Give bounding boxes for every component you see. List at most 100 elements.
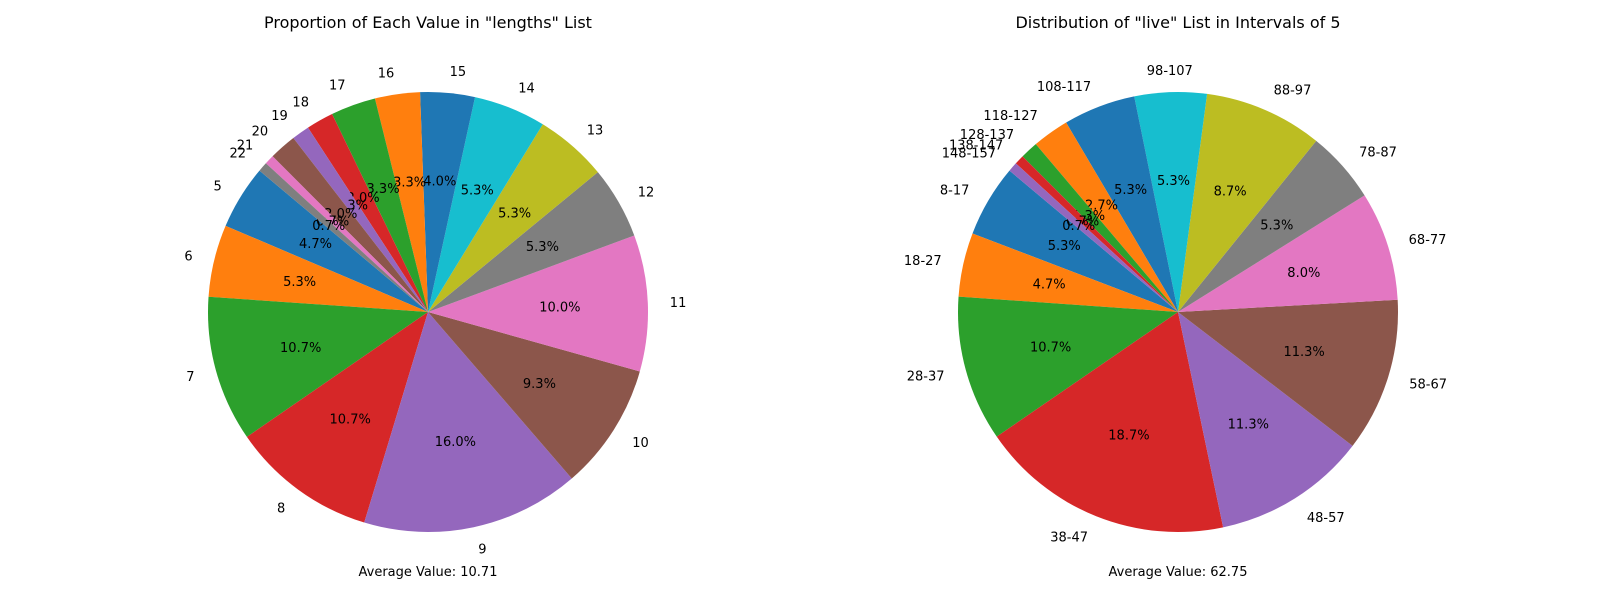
live-slice-label-12: 128-137 <box>960 128 1014 143</box>
lengths-slice-4 <box>364 312 572 533</box>
live-slice-label-1: 18-27 <box>904 254 942 269</box>
live-pct-label-10: 5.3% <box>1114 183 1147 198</box>
live-slice-10 <box>1066 96 1178 313</box>
left-chart-title: Proportion of Each Value in "lengths" Li… <box>264 13 592 32</box>
live-slice-13 <box>1015 156 1178 312</box>
lengths-pct-label-2: 10.7% <box>280 341 321 356</box>
live-pct-label-5: 11.3% <box>1283 345 1324 360</box>
live-pct-label-6: 8.0% <box>1287 266 1320 281</box>
live-pct-label-4: 11.3% <box>1228 418 1269 433</box>
lengths-slice-label-11: 16 <box>378 66 395 81</box>
live-pct-label-9: 5.3% <box>1157 174 1190 189</box>
live-slice-label-13: 138-147 <box>949 139 1003 154</box>
lengths-pct-label-0: 4.7% <box>299 237 332 252</box>
lengths-pct-label-7: 5.3% <box>526 240 559 255</box>
lengths-slice-label-0: 5 <box>213 179 221 194</box>
live-pct-label-11: 2.7% <box>1085 198 1118 213</box>
live-slice-2 <box>958 296 1178 437</box>
lengths-slice-label-2: 7 <box>186 370 194 385</box>
lengths-slice-16 <box>265 156 428 312</box>
lengths-slice-label-3: 8 <box>277 501 285 516</box>
lengths-slice-label-9: 14 <box>518 81 535 96</box>
live-slice-6 <box>1178 195 1398 312</box>
live-slice-label-0: 8-17 <box>940 183 970 198</box>
lengths-slice-3 <box>246 312 428 523</box>
live-slice-11 <box>1035 122 1178 312</box>
left-average-label: Average Value: 10.71 <box>359 565 498 580</box>
lengths-pie: 5 4.7% 6 5.3% 7 10.7% 8 10.7% 9 16.0% 10 9.3% 11 10.0… <box>184 65 686 558</box>
lengths-pct-label-9: 5.3% <box>461 184 494 199</box>
lengths-slice-label-6: 11 <box>670 296 687 311</box>
lengths-pct-label-11: 3.3% <box>393 175 426 190</box>
lengths-slice-15 <box>272 138 428 312</box>
live-slice-14 <box>1009 163 1178 312</box>
live-slice-label-8: 88-97 <box>1274 84 1312 99</box>
lengths-slice-label-15: 20 <box>252 124 269 139</box>
live-slice-4 <box>1178 312 1353 528</box>
lengths-slice-label-10: 15 <box>450 65 467 80</box>
live-slice-9 <box>1134 91 1208 313</box>
lengths-pct-label-3: 10.7% <box>330 413 371 428</box>
lengths-slice-6 <box>428 235 649 372</box>
live-slice-label-14: 148-157 <box>942 146 996 161</box>
lengths-slice-13 <box>307 114 428 313</box>
lengths-slice-label-14: 19 <box>271 109 288 124</box>
lengths-pct-label-17: 0.7% <box>312 219 345 234</box>
right-average-label: Average Value: 62.75 <box>1109 565 1248 580</box>
live-slice-1 <box>958 233 1178 312</box>
lengths-pct-label-1: 5.3% <box>283 275 316 290</box>
live-slice-label-7: 78-87 <box>1359 146 1397 161</box>
lengths-slice-10 <box>420 91 476 312</box>
live-pct-label-14: 0.7% <box>1062 219 1095 234</box>
lengths-pct-label-5: 9.3% <box>523 377 556 392</box>
lengths-pct-label-4: 16.0% <box>435 435 476 450</box>
live-pct-label-1: 4.7% <box>1033 278 1066 293</box>
live-slice-label-5: 58-67 <box>1409 377 1447 392</box>
lengths-pct-label-6: 10.0% <box>539 301 580 316</box>
live-pct-label-8: 8.7% <box>1214 185 1247 200</box>
live-slice-label-11: 118-127 <box>983 109 1037 124</box>
lengths-slice-label-5: 10 <box>632 436 649 451</box>
live-pct-label-3: 18.7% <box>1108 429 1149 444</box>
live-slice-3 <box>996 312 1224 532</box>
lengths-slice-1 <box>208 225 428 312</box>
lengths-slice-14 <box>293 127 428 313</box>
lengths-slice-8 <box>428 124 598 312</box>
right-chart-title: Distribution of "live" List in Intervals… <box>1015 13 1340 32</box>
live-pct-label-7: 5.3% <box>1260 218 1293 233</box>
lengths-pct-label-12: 3.3% <box>367 182 400 197</box>
lengths-pct-label-10: 4.0% <box>423 175 456 190</box>
lengths-slice-label-8: 13 <box>587 123 604 138</box>
lengths-pct-label-8: 5.3% <box>498 206 531 221</box>
live-slice-label-9: 98-107 <box>1147 64 1193 79</box>
lengths-slice-5 <box>428 312 640 479</box>
lengths-slice-label-1: 6 <box>184 249 192 264</box>
live-slice-12 <box>1022 144 1178 312</box>
live-slice-label-4: 48-57 <box>1307 511 1345 526</box>
lengths-slice-label-17: 22 <box>230 146 247 161</box>
lengths-slice-label-12: 17 <box>329 78 346 93</box>
lengths-slice-11 <box>374 92 428 312</box>
live-pct-label-0: 5.3% <box>1048 239 1081 254</box>
live-slice-label-10: 108-117 <box>1037 80 1091 95</box>
lengths-slice-17 <box>259 163 428 312</box>
lengths-slice-2 <box>208 296 428 437</box>
lengths-slice-0 <box>225 170 428 312</box>
live-slice-label-6: 68-77 <box>1409 233 1447 248</box>
live-pie: 8-17 5.3% 18-27 4.7% 28-37 10.7% 38-47 18.7% 48-… <box>904 64 1447 546</box>
live-slice-7 <box>1178 140 1365 312</box>
live-slice-label-2: 28-37 <box>907 370 945 385</box>
lengths-slice-7 <box>428 172 635 312</box>
lengths-slice-label-7: 12 <box>638 185 655 200</box>
live-slice-8 <box>1178 93 1317 313</box>
lengths-slice-12 <box>332 98 428 312</box>
lengths-slice-label-13: 18 <box>292 95 309 110</box>
lengths-slice-9 <box>428 97 543 312</box>
live-slice-label-3: 38-47 <box>1050 531 1088 546</box>
live-slice-0 <box>972 170 1178 312</box>
lengths-slice-label-4: 9 <box>478 543 486 558</box>
live-slice-5 <box>1178 299 1399 446</box>
lengths-slice-label-16: 21 <box>237 139 254 154</box>
